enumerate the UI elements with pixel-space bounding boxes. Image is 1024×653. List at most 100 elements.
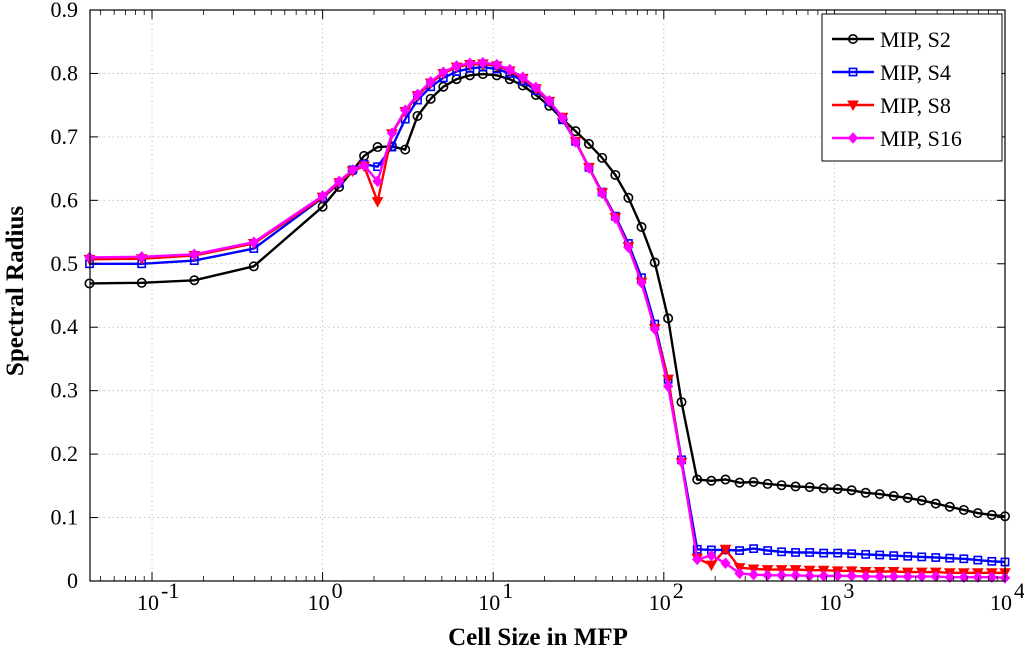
y-tick-label: 0.9 — [51, 0, 79, 22]
data-point — [400, 144, 411, 155]
data-point — [705, 560, 718, 572]
data-point — [583, 162, 595, 174]
data-point — [762, 569, 773, 582]
data-point — [972, 508, 983, 519]
legend-entry: MIP, S2 — [832, 27, 951, 52]
data-point — [544, 94, 555, 107]
x-tick-label: 10 — [137, 590, 159, 615]
data-point — [818, 483, 829, 494]
data-point — [749, 544, 758, 554]
data-point — [438, 66, 449, 78]
data-point — [986, 510, 997, 521]
data-point — [720, 557, 731, 569]
data-point — [875, 550, 885, 560]
data-point — [371, 197, 384, 208]
series-layer — [83, 56, 1011, 584]
x-tick-exponent: 1 — [502, 578, 513, 603]
data-point — [464, 70, 475, 81]
x-tick-label: 10 — [478, 590, 500, 615]
data-point — [805, 548, 815, 557]
x-tick-label: 10 — [819, 590, 841, 615]
legend-entry: MIP, S16 — [832, 126, 962, 151]
data-point — [676, 455, 687, 468]
data-point — [583, 138, 594, 149]
data-point — [692, 474, 703, 485]
data-point — [649, 323, 660, 335]
data-point — [917, 552, 927, 562]
data-point — [762, 478, 773, 489]
data-point — [973, 555, 983, 565]
data-point — [972, 571, 983, 583]
data-point — [136, 277, 147, 288]
data-point — [451, 60, 462, 72]
data-point — [833, 548, 843, 558]
data-point — [372, 142, 383, 153]
data-point — [790, 569, 801, 582]
legend-entry: MIP, S4 — [832, 60, 951, 85]
data-point — [888, 490, 899, 501]
data-point — [333, 175, 345, 188]
y-tick-label: 0.6 — [51, 187, 79, 212]
data-point — [776, 480, 787, 491]
data-point — [735, 546, 744, 555]
data-point — [931, 553, 941, 562]
legend-marker — [848, 67, 858, 77]
plot-frame — [89, 9, 1006, 582]
y-tick-label: 0.8 — [51, 60, 79, 85]
legend-label: MIP, S4 — [880, 60, 951, 85]
data-point — [846, 485, 857, 496]
data-point — [189, 248, 200, 261]
data-point — [720, 474, 731, 485]
x-tick-exponent: 2 — [673, 578, 684, 603]
legend-entry: MIP, S8 — [832, 93, 951, 118]
data-point — [860, 487, 871, 498]
data-point — [663, 313, 674, 324]
y-tick-label: 0.4 — [51, 314, 79, 339]
legend-label: MIP, S2 — [880, 27, 951, 52]
data-point — [819, 548, 829, 558]
data-point — [358, 159, 370, 172]
data-point — [136, 251, 147, 263]
data-point — [790, 481, 801, 492]
data-point — [623, 241, 634, 254]
data-point — [804, 570, 815, 582]
data-point — [412, 110, 423, 121]
x-tick-exponent: 4 — [1014, 578, 1024, 603]
x-tick-label: 10 — [649, 590, 671, 615]
data-point — [874, 489, 885, 500]
data-point — [832, 484, 843, 495]
data-point — [944, 501, 955, 512]
x-tick-labels: 10 -1 10 0 10 1 10 2 10 3 10 4 — [137, 578, 1024, 615]
data-point — [425, 93, 436, 104]
data-point — [930, 498, 941, 509]
x-tick-label: 10 — [990, 590, 1012, 615]
data-point — [776, 569, 787, 582]
y-tick-label: 0.1 — [51, 505, 79, 530]
legend-label: MIP, S8 — [880, 93, 951, 118]
data-point — [958, 571, 969, 583]
data-point — [986, 571, 998, 583]
data-point — [874, 570, 885, 583]
legend-marker — [847, 132, 859, 144]
x-tick-exponent: 3 — [843, 578, 854, 603]
data-point — [412, 88, 423, 101]
legend: MIP, S2 MIP, S4 MIP, S8 MIP, S16 — [821, 13, 1003, 162]
data-point — [748, 568, 759, 581]
data-point — [804, 482, 815, 493]
data-point — [888, 570, 899, 583]
y-axis-label: Spectral Radius — [2, 206, 29, 376]
data-point — [636, 277, 647, 289]
y-tick-label: 0.3 — [51, 378, 79, 403]
x-tick-exponent: -1 — [161, 578, 179, 603]
data-point — [504, 63, 515, 76]
legend-label: MIP, S16 — [880, 126, 962, 151]
data-point — [425, 75, 436, 88]
data-point — [317, 190, 328, 202]
data-point — [959, 554, 969, 564]
y-tick-labels: 0 0.1 0.2 0.3 0.4 0.5 0.6 0.7 0.8 0.9 — [51, 0, 79, 593]
data-point — [902, 492, 913, 503]
y-tick-label: 0.7 — [51, 124, 79, 149]
data-point — [386, 127, 398, 139]
data-point — [662, 380, 674, 392]
